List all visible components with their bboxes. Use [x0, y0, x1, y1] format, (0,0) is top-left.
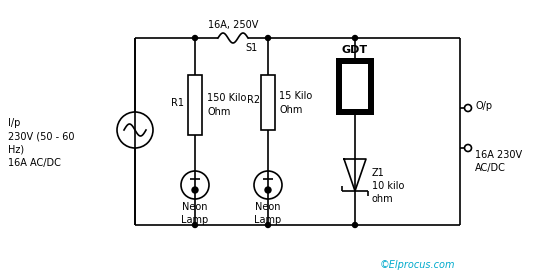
Circle shape — [265, 187, 271, 193]
Text: S1: S1 — [246, 43, 258, 53]
Text: I/p
230V (50 - 60
Hz)
16A AC/DC: I/p 230V (50 - 60 Hz) 16A AC/DC — [8, 118, 74, 168]
Text: ©Elprocus.com: ©Elprocus.com — [379, 260, 455, 270]
Circle shape — [266, 36, 271, 41]
Text: R1: R1 — [170, 98, 184, 108]
Bar — [261, 75, 275, 130]
Text: 150 Kilo
Ohm: 150 Kilo Ohm — [207, 93, 246, 116]
Bar — [188, 75, 202, 135]
Text: 15 Kilo
Ohm: 15 Kilo Ohm — [279, 91, 312, 115]
Text: O/p: O/p — [475, 101, 492, 111]
Bar — [342, 64, 368, 109]
Circle shape — [353, 222, 358, 227]
Text: Z1
10 kilo
ohm: Z1 10 kilo ohm — [372, 168, 404, 205]
Bar — [336, 58, 374, 115]
Text: 16A 230V
AC/DC: 16A 230V AC/DC — [475, 150, 522, 173]
Circle shape — [353, 36, 358, 41]
Text: Neon
Lamp: Neon Lamp — [254, 202, 282, 225]
Text: R2: R2 — [248, 95, 261, 105]
Circle shape — [192, 222, 197, 227]
Circle shape — [192, 36, 197, 41]
Circle shape — [192, 187, 198, 193]
Circle shape — [266, 222, 271, 227]
Text: Neon
Lamp: Neon Lamp — [182, 202, 208, 225]
Text: 16A, 250V: 16A, 250V — [208, 20, 258, 30]
Text: GDT: GDT — [342, 45, 368, 55]
